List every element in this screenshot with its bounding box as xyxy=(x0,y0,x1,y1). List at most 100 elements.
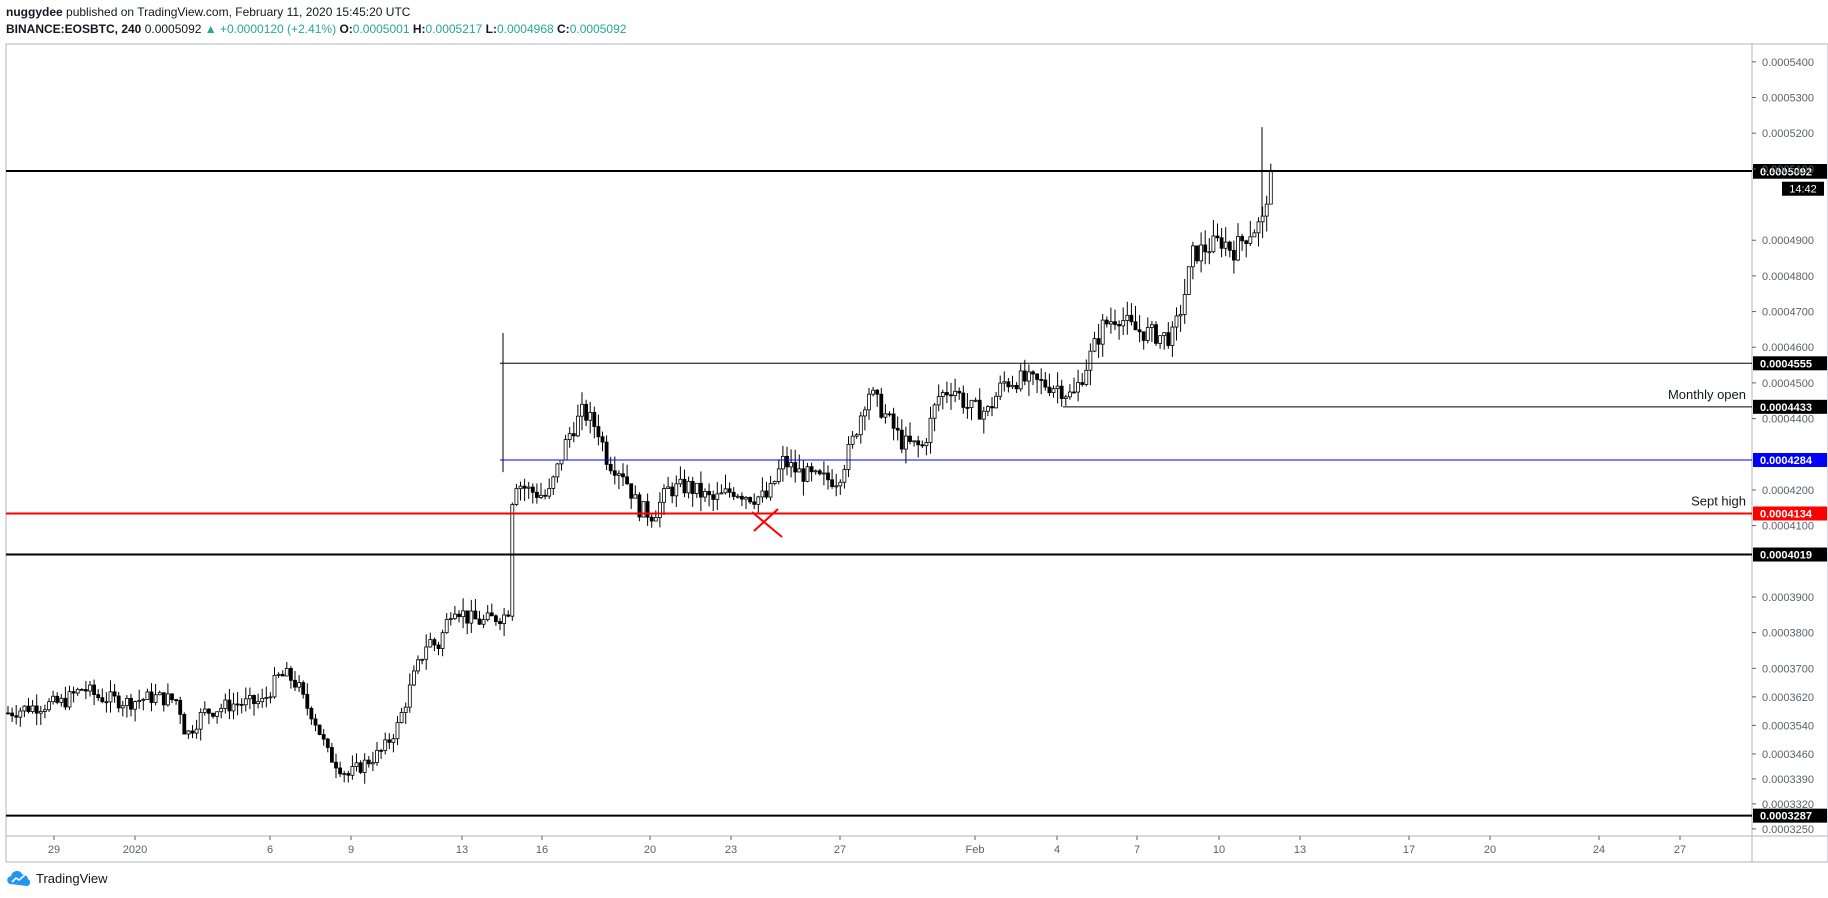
candle-body xyxy=(1117,324,1121,327)
candle-body xyxy=(653,517,658,522)
candle-body xyxy=(1027,371,1031,382)
candle-body xyxy=(461,610,466,618)
candle-body xyxy=(629,483,634,499)
candle-body xyxy=(1207,251,1212,254)
candle-body xyxy=(55,695,60,703)
countdown-label: 14:42 xyxy=(1789,184,1817,196)
candle-body xyxy=(432,639,437,646)
candle-body xyxy=(760,490,765,498)
candle-body xyxy=(1039,379,1044,381)
price-tick-label: 0.0003320 xyxy=(1762,799,1814,811)
candle-body xyxy=(424,646,429,660)
candle-body xyxy=(18,710,23,718)
candle-body xyxy=(608,464,613,472)
level-price-label: 0.0004555 xyxy=(1760,358,1812,370)
candle-body xyxy=(904,435,908,450)
candle-body xyxy=(817,470,822,475)
candle-body xyxy=(1244,240,1249,244)
candle-body xyxy=(772,481,777,484)
candle-body xyxy=(973,399,978,402)
time-tick-label: 27 xyxy=(834,844,846,856)
candle-body xyxy=(621,473,625,478)
candle-body xyxy=(805,466,810,482)
candle-body xyxy=(670,486,675,497)
symbol-label[interactable]: BINANCE:EOSBTC, 240 xyxy=(6,22,142,36)
candle-body xyxy=(920,444,925,447)
candle-body xyxy=(526,486,531,489)
candle-body xyxy=(875,389,880,395)
candle-body xyxy=(813,470,818,473)
candle-body xyxy=(227,699,232,712)
candle-body xyxy=(998,382,1003,397)
candle-body xyxy=(723,488,728,494)
candle-body xyxy=(994,395,998,409)
candle-body xyxy=(871,389,875,395)
price-tick-label: 0.0005400 xyxy=(1762,57,1814,69)
candle-body xyxy=(1006,381,1011,388)
candle-body xyxy=(949,394,953,397)
candle-body xyxy=(928,417,933,443)
candle-body xyxy=(149,691,154,703)
price-tick-label: 0.0003800 xyxy=(1762,628,1814,640)
candle-body xyxy=(555,463,560,478)
countdown-badge xyxy=(1782,181,1824,196)
candle-body xyxy=(370,762,375,765)
candle-body xyxy=(313,718,318,726)
candle-body xyxy=(916,440,921,446)
candle-body xyxy=(571,433,576,437)
candle-body xyxy=(580,403,584,417)
candle-body xyxy=(690,480,695,494)
candle-body xyxy=(846,443,851,470)
candle-body xyxy=(912,440,916,443)
candle-body xyxy=(481,619,486,625)
candle-body xyxy=(867,393,871,411)
high-label: H: xyxy=(412,22,426,36)
candle-body xyxy=(1240,236,1244,242)
candle-body xyxy=(215,711,220,717)
candle-body xyxy=(678,478,683,485)
price-tick-label: 0.0004100 xyxy=(1762,521,1814,533)
candle-body xyxy=(863,409,867,417)
author-name[interactable]: nuggydee xyxy=(6,5,63,19)
candle-body xyxy=(797,468,802,473)
price-tick-label: 0.0003900 xyxy=(1762,592,1814,604)
price-axis[interactable]: 0.00054000.00053000.00052000.00051000.00… xyxy=(1752,57,1814,836)
level-price-label: 0.0004134 xyxy=(1760,508,1813,520)
candle-body xyxy=(547,488,552,497)
candle-body xyxy=(391,738,396,743)
candle-body xyxy=(895,427,900,431)
candle-body xyxy=(317,724,322,735)
time-tick-label: 20 xyxy=(1484,844,1496,856)
candle-body xyxy=(411,670,416,686)
price-tick-label: 0.0005100 xyxy=(1762,164,1814,176)
candle-body xyxy=(600,436,605,443)
candle-body xyxy=(30,705,35,712)
tradingview-logo[interactable]: TradingView xyxy=(6,868,108,888)
price-tick-label: 0.0003620 xyxy=(1762,692,1814,704)
time-axis[interactable]: 29 2020 6 9 13 16 20 23 27 Feb 4 7 10 13 17 20 24 27 xyxy=(48,836,1686,856)
candle-body xyxy=(756,496,761,505)
candle-body xyxy=(957,390,962,394)
candle-body xyxy=(1047,386,1052,394)
candle-body xyxy=(1195,245,1199,262)
candle-body xyxy=(1232,249,1236,261)
candle-body xyxy=(354,762,359,767)
price-tick-label: 0.0004600 xyxy=(1762,342,1814,354)
level-price-badge xyxy=(1753,452,1827,467)
candle-body xyxy=(268,696,273,699)
candle-body xyxy=(182,713,187,735)
candle-body xyxy=(789,462,793,468)
candle-body xyxy=(662,488,666,503)
annotation-marker xyxy=(751,508,783,538)
candle-body xyxy=(764,490,769,498)
candles xyxy=(6,127,1273,784)
price-tick-label: 0.0005200 xyxy=(1762,128,1814,140)
candle-body xyxy=(1043,379,1048,388)
candle-body xyxy=(658,501,662,518)
candle-body xyxy=(309,707,314,720)
candle-body xyxy=(416,659,420,672)
candle-body xyxy=(986,406,990,412)
level-price-badge xyxy=(1753,547,1827,562)
candle-body xyxy=(1113,321,1117,325)
